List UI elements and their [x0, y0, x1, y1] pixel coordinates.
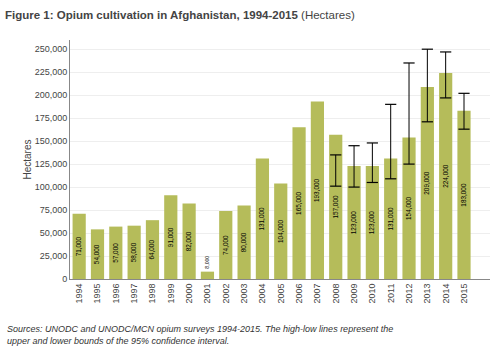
svg-text:2007: 2007 — [312, 284, 322, 304]
svg-text:150,000: 150,000 — [35, 136, 68, 146]
svg-text:8,000: 8,000 — [204, 256, 210, 269]
svg-text:225,000: 225,000 — [35, 67, 68, 77]
svg-text:50,000: 50,000 — [40, 228, 68, 238]
svg-text:131,000: 131,000 — [258, 207, 265, 231]
svg-text:224,000: 224,000 — [442, 164, 449, 187]
svg-text:1999: 1999 — [166, 284, 176, 304]
svg-text:80,000: 80,000 — [240, 232, 247, 252]
svg-text:91,000: 91,000 — [167, 227, 174, 247]
svg-text:2011: 2011 — [386, 284, 396, 303]
svg-text:123,000: 123,000 — [350, 211, 357, 234]
svg-text:58,000: 58,000 — [130, 242, 137, 262]
svg-text:175,000: 175,000 — [35, 113, 68, 123]
svg-text:1995: 1995 — [92, 284, 102, 304]
svg-text:157,000: 157,000 — [332, 195, 339, 218]
svg-text:2009: 2009 — [349, 284, 359, 304]
svg-text:165,000: 165,000 — [295, 191, 302, 214]
svg-text:2015: 2015 — [459, 284, 469, 304]
svg-text:209,000: 209,000 — [423, 171, 430, 194]
svg-text:1996: 1996 — [111, 284, 121, 304]
svg-text:2006: 2006 — [294, 284, 304, 304]
svg-text:2013: 2013 — [422, 284, 432, 304]
svg-text:0: 0 — [62, 274, 67, 284]
svg-text:2002: 2002 — [221, 284, 231, 304]
svg-text:2012: 2012 — [404, 284, 414, 304]
svg-text:54,000: 54,000 — [93, 244, 100, 264]
svg-text:250,000: 250,000 — [35, 44, 68, 54]
svg-text:25,000: 25,000 — [40, 251, 68, 261]
svg-text:1997: 1997 — [129, 284, 139, 304]
svg-text:57,000: 57,000 — [112, 243, 119, 263]
svg-text:200,000: 200,000 — [35, 90, 68, 100]
svg-text:75,000: 75,000 — [40, 205, 68, 215]
svg-text:82,000: 82,000 — [185, 231, 192, 251]
svg-text:1994: 1994 — [74, 284, 84, 304]
svg-text:125,000: 125,000 — [35, 159, 68, 169]
svg-text:2003: 2003 — [239, 284, 249, 304]
svg-text:2001: 2001 — [202, 284, 212, 304]
svg-text:2014: 2014 — [441, 284, 451, 304]
svg-text:2004: 2004 — [257, 284, 267, 304]
svg-text:104,000: 104,000 — [277, 219, 284, 242]
svg-text:1998: 1998 — [147, 284, 157, 304]
svg-text:183,000: 183,000 — [460, 183, 467, 207]
svg-text:131,000: 131,000 — [387, 207, 394, 230]
svg-text:2005: 2005 — [276, 284, 286, 304]
svg-text:154,000: 154,000 — [405, 196, 412, 219]
svg-text:64,000: 64,000 — [148, 240, 155, 260]
svg-text:2008: 2008 — [331, 284, 341, 304]
svg-text:2010: 2010 — [367, 284, 377, 304]
svg-text:193,000: 193,000 — [313, 179, 320, 202]
svg-text:74,000: 74,000 — [222, 235, 229, 255]
svg-text:71,000: 71,000 — [75, 236, 82, 256]
svg-text:123,000: 123,000 — [368, 211, 375, 235]
svg-text:2000: 2000 — [184, 284, 194, 304]
svg-text:Sources: UNODC and UNODC/MCN o: Sources: UNODC and UNODC/MCN opium surve… — [7, 324, 393, 346]
svg-text:Hectares: Hectares — [22, 139, 33, 179]
svg-text:Figure 1: Opium cultivation in: Figure 1: Opium cultivation in Afghanist… — [5, 9, 355, 21]
svg-text:100,000: 100,000 — [35, 182, 68, 192]
